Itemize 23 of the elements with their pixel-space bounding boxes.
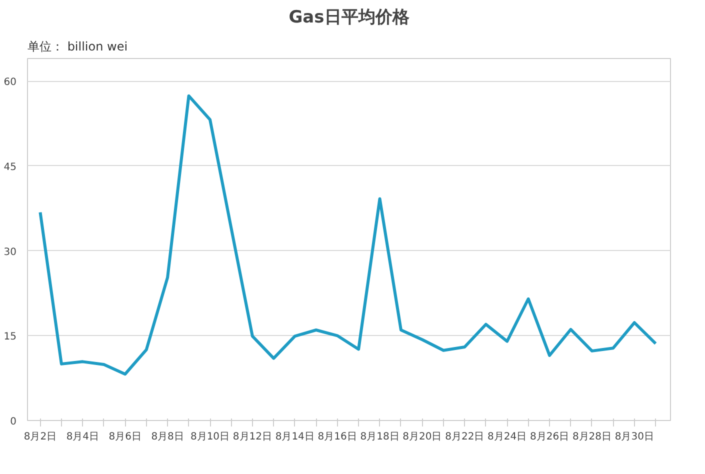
y-tick-label: 0 [10, 416, 17, 428]
y-tick-label: 45 [4, 162, 17, 173]
x-tick-label: 8月20日 [402, 432, 442, 442]
x-tick-label: 8月2日 [24, 432, 57, 442]
x-tick-label: 8月4日 [66, 432, 100, 442]
y-tick-label: 60 [4, 77, 17, 88]
x-tick-label: 8月6日 [108, 432, 142, 442]
text: 单位： billion wei [28, 40, 128, 54]
x-tick-label: 8月24日 [488, 432, 527, 442]
x-tick-label: 8月12日 [232, 432, 272, 442]
line-series [38, 94, 658, 376]
x-tick-label: 8月28日 [572, 432, 612, 442]
x-tick-label: 8月26日 [530, 432, 570, 442]
x-tick-label: 8月10日 [190, 432, 230, 442]
x-tick-label: 8月8日 [151, 432, 184, 442]
x-tick-label: 8月16日 [318, 432, 357, 442]
x-tick-label: 8月14日 [275, 432, 314, 442]
y-tick-label: 30 [4, 246, 17, 258]
x-tick-label: 8月30日 [614, 432, 654, 442]
chart-title: Gas日平均价格 [288, 8, 410, 28]
x-tick-label: 8月18日 [360, 432, 400, 442]
y-tick-label: 15 [4, 332, 17, 343]
x-tick-label: 8月22日 [445, 432, 484, 442]
